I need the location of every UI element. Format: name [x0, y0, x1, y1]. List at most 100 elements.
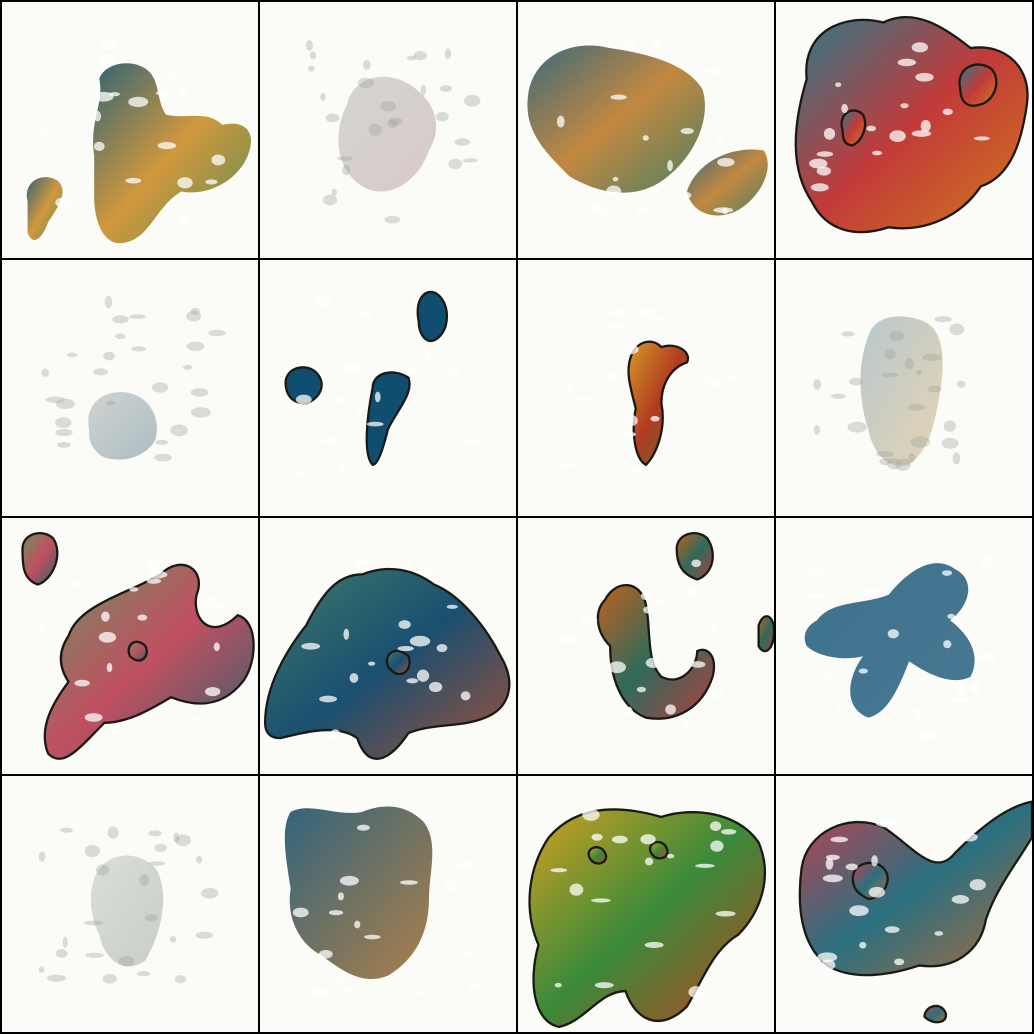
tile-image: [798, 800, 1032, 1024]
speckle-highlight: [900, 103, 909, 109]
speckle-highlight: [927, 385, 942, 393]
speckle-highlight: [93, 368, 108, 376]
speckle-highlight: [420, 84, 427, 96]
speckle-highlight: [95, 864, 110, 876]
speckle-highlight: [952, 452, 961, 465]
speckle-highlight: [889, 130, 906, 143]
speckle-highlight: [459, 951, 479, 958]
speckle-highlight: [339, 875, 359, 886]
blob-shape: [43, 563, 255, 760]
speckle-highlight: [643, 606, 656, 614]
speckle-highlight: [830, 836, 848, 843]
blob-shape: [923, 1004, 948, 1024]
speckle-highlight: [706, 689, 724, 699]
speckle-highlight: [943, 640, 952, 649]
speckle-highlight: [862, 588, 882, 597]
speckle-highlight: [817, 952, 838, 963]
speckle-highlight: [887, 458, 901, 470]
speckle-highlight: [144, 914, 158, 922]
tile-image: [26, 40, 252, 244]
speckle-highlight: [353, 559, 372, 567]
speckle-highlight: [881, 372, 899, 378]
speckle-highlight: [942, 108, 953, 116]
speckle-highlight: [403, 366, 422, 372]
blob-shape: [90, 855, 164, 967]
speckle-highlight: [337, 463, 346, 474]
speckle-highlight: [915, 72, 934, 82]
tile-image: [284, 806, 483, 999]
speckle-highlight: [99, 40, 118, 50]
speckle-highlight: [825, 857, 834, 870]
speckle-highlight: [446, 604, 458, 609]
speckle-highlight: [970, 682, 981, 694]
tile-image: [21, 532, 255, 760]
speckle-highlight: [642, 135, 649, 141]
speckle-highlight: [841, 103, 848, 114]
speckle-highlight: [357, 77, 375, 89]
speckle-highlight: [956, 380, 966, 388]
speckle-highlight: [68, 581, 84, 588]
speckle-highlight: [103, 351, 115, 361]
speckle-highlight: [611, 835, 628, 844]
speckle-highlight: [640, 834, 656, 845]
speckle-highlight: [305, 40, 313, 51]
speckle-highlight: [456, 861, 475, 871]
speckle-highlight: [810, 183, 829, 192]
tile-image: [528, 808, 767, 1029]
speckle-highlight: [591, 833, 603, 841]
speckle-highlight: [155, 439, 168, 445]
blob-shape: [794, 16, 1029, 234]
speckle-highlight: [895, 458, 911, 471]
speckle-highlight: [136, 971, 151, 977]
speckle-highlight: [644, 941, 664, 949]
speckle-highlight: [205, 179, 218, 185]
blob-shape: [21, 532, 59, 586]
speckle-highlight: [444, 48, 451, 60]
speckle-highlight: [357, 407, 364, 416]
speckle-highlight: [84, 713, 103, 722]
blob-shape: [127, 640, 148, 662]
speckle-highlight: [911, 42, 929, 53]
speckle-highlight: [910, 436, 931, 448]
blob-shape: [385, 649, 411, 676]
speckle-highlight: [884, 349, 896, 360]
speckle-highlight: [412, 296, 419, 303]
speckle-highlight: [424, 566, 434, 576]
speckle-highlight: [409, 635, 431, 647]
blob-shape: [804, 563, 975, 718]
speckle-highlight: [680, 127, 694, 135]
speckle-highlight: [337, 988, 359, 993]
speckle-highlight: [579, 617, 598, 624]
speckle-highlight: [578, 395, 592, 402]
speckle-highlight: [152, 382, 169, 393]
speckle-highlight: [55, 949, 68, 958]
speckle-highlight: [115, 333, 126, 340]
speckle-highlight: [715, 606, 722, 613]
speckle-highlight: [634, 207, 652, 215]
speckle-highlight: [595, 428, 603, 435]
speckle-highlight: [555, 464, 576, 470]
tile-image: [41, 295, 226, 462]
speckle-highlight: [554, 982, 562, 988]
speckle-highlight: [610, 94, 627, 100]
speckle-highlight: [934, 931, 944, 936]
tile-image: [813, 316, 966, 471]
speckle-highlight: [813, 425, 821, 435]
speckle-highlight: [955, 687, 966, 696]
speckle-highlight: [691, 559, 702, 568]
blob-shape: [416, 290, 449, 343]
speckle-highlight: [348, 475, 354, 480]
blob-shape: [840, 109, 867, 147]
blob-shape: [648, 840, 669, 860]
speckle-highlight: [894, 958, 905, 966]
speckle-highlight: [608, 373, 621, 381]
speckle-highlight: [918, 729, 936, 741]
speckle-highlight: [464, 94, 481, 107]
speckle-highlight: [879, 458, 892, 466]
speckle-highlight: [128, 96, 149, 107]
speckle-highlight: [666, 853, 675, 859]
speckle-highlight: [710, 821, 722, 832]
speckle-highlight: [448, 367, 460, 379]
speckle-highlight: [342, 164, 351, 176]
speckle-highlight: [713, 207, 734, 213]
